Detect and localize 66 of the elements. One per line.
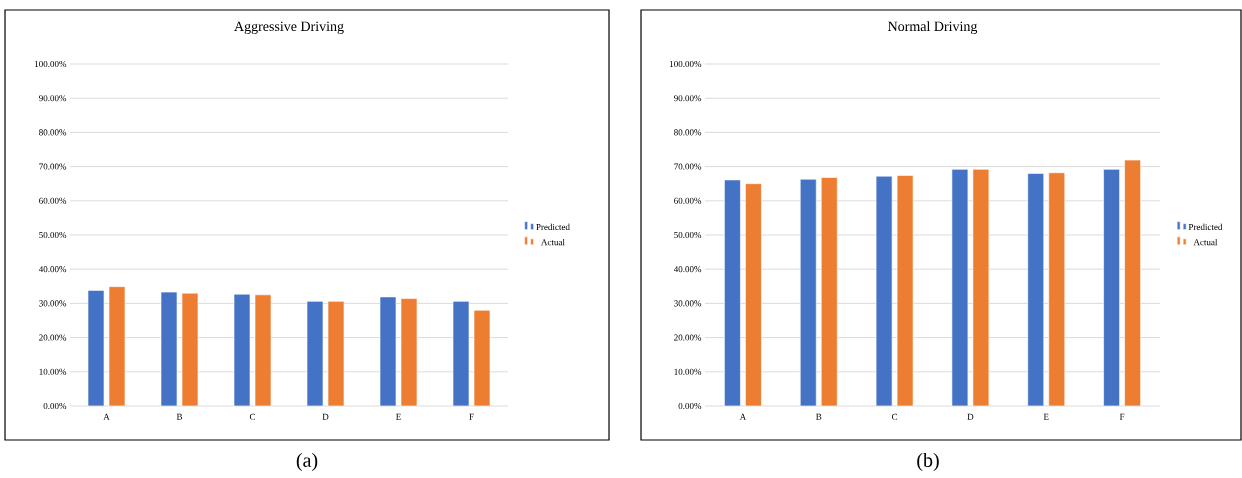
legend-label: Actual [1193, 238, 1218, 246]
y-tick-label: 0.00% [43, 402, 67, 410]
legend-label: Actual [541, 238, 565, 246]
y-tick-label: 60.00% [674, 197, 702, 204]
y-tick-label: 20.00% [39, 334, 67, 341]
y-tick-label: 70.00% [674, 163, 702, 170]
legend-label: Predicted [536, 223, 570, 231]
y-tick-label: 80.00% [39, 129, 67, 136]
y-tick-label: 40.00% [673, 266, 702, 273]
x-tick-label: D [322, 413, 329, 420]
chart-title: Normal Driving [888, 21, 978, 34]
x-tick-label: E [396, 413, 401, 420]
y-tick-label: 80.00% [674, 129, 702, 136]
bar [1048, 172, 1066, 406]
x-tick-label: A [739, 413, 747, 420]
y-tick-label: 0.00% [678, 402, 702, 410]
bar [820, 177, 838, 406]
text: (a) [296, 452, 318, 472]
bar [1103, 169, 1120, 406]
text: (b) [917, 452, 939, 472]
x-tick-label: E [1043, 413, 1049, 420]
y-tick-label: 70.00% [39, 163, 67, 170]
x-tick-label: A [103, 413, 110, 420]
x-tick-label: B [816, 413, 822, 420]
bar [951, 169, 969, 406]
y-tick-label: 100.00% [35, 60, 67, 68]
bar [327, 301, 345, 406]
x-tick-label: F [469, 413, 474, 420]
chart-title: Aggressive Driving [234, 21, 344, 34]
bar [473, 309, 491, 406]
x-tick-label: C [249, 413, 256, 420]
bar [972, 169, 990, 406]
y-tick-label: 10.00% [39, 368, 67, 375]
bar [400, 298, 418, 406]
y-tick-label: 30.00% [39, 300, 67, 307]
bar [875, 175, 893, 406]
bar [896, 175, 914, 406]
y-tick-label: 90.00% [39, 95, 67, 102]
bar [1124, 159, 1141, 406]
bar [160, 291, 178, 406]
y-tick-label: 60.00% [39, 197, 67, 204]
bar [87, 290, 105, 406]
y-tick-label: 30.00% [674, 300, 702, 307]
bar [452, 301, 470, 406]
bar [745, 183, 762, 406]
y-tick-label: 10.00% [674, 368, 702, 375]
bar [181, 292, 199, 406]
bar [724, 179, 741, 406]
y-tick-label: 20.00% [674, 334, 702, 341]
legend-label: Predicted [1188, 223, 1223, 231]
x-tick-label: C [891, 413, 898, 420]
bar [379, 296, 397, 406]
bar [799, 178, 817, 406]
y-tick-label: 100.00% [670, 60, 702, 68]
y-tick-label: 40.00% [38, 266, 67, 273]
x-tick-label: B [176, 413, 183, 420]
x-tick-label: D [967, 413, 974, 420]
x-tick-label: F [1119, 413, 1125, 420]
bar [1027, 173, 1045, 406]
y-tick-label: 50.00% [39, 231, 67, 239]
y-tick-label: 50.00% [674, 231, 702, 239]
y-tick-label: 90.00% [674, 95, 702, 102]
bar [306, 301, 324, 406]
bar [254, 294, 272, 406]
bar [108, 286, 126, 406]
bar [233, 293, 251, 406]
